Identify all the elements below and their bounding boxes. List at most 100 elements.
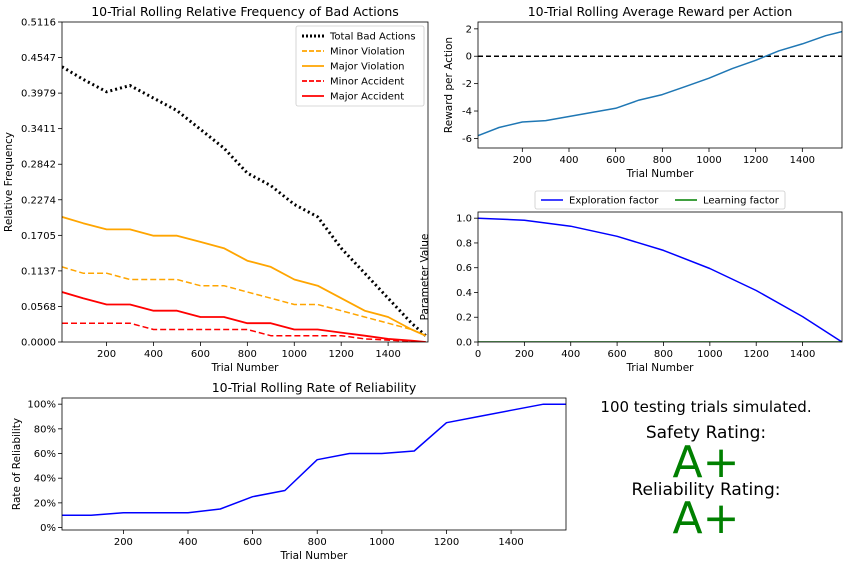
series-line-reward-0 xyxy=(478,30,842,137)
series-line-minor-violation xyxy=(62,266,427,337)
x-axis-label: Trial Number xyxy=(626,362,695,374)
plot-area xyxy=(478,22,842,148)
y-tick-label: 0.2 xyxy=(456,313,472,324)
x-tick-label: 600 xyxy=(243,537,262,548)
x-tick-label: 800 xyxy=(238,349,257,360)
legend: Exploration factor Learning factor xyxy=(534,190,786,210)
y-tick-label: -2 xyxy=(462,79,472,90)
x-tick-label: 800 xyxy=(654,349,673,360)
series-group xyxy=(62,403,566,516)
x-tick-label: 1200 xyxy=(328,349,353,360)
x-tick-label: 600 xyxy=(191,349,210,360)
y-tick-label: 20% xyxy=(34,498,56,509)
x-axis-label: Trial Number xyxy=(211,362,280,374)
series-group xyxy=(62,65,427,342)
x-tick-label: 200 xyxy=(114,537,133,548)
trials-simulated-text: 100 testing trials simulated. xyxy=(600,398,812,416)
x-tick-label: 200 xyxy=(97,349,116,360)
chart-title: 10-Trial Rolling Relative Frequency of B… xyxy=(91,4,399,19)
y-tick-label: 0.1137 xyxy=(21,266,56,277)
series-line-major-violation xyxy=(62,216,427,337)
x-tick-label: 1000 xyxy=(369,537,394,548)
legend-box xyxy=(534,190,786,210)
series-line-total-bad-actions xyxy=(62,65,427,337)
legend-label: Total Bad Actions xyxy=(329,32,416,43)
x-tick-label: 1000 xyxy=(696,155,721,166)
legend-label: Major Violation xyxy=(330,62,405,73)
y-axis-label: Rate of Reliability xyxy=(11,418,23,510)
x-tick-label: 400 xyxy=(178,537,197,548)
x-tick-label: 200 xyxy=(513,155,532,166)
plot-frame xyxy=(61,21,429,343)
series-line-exploration-factor xyxy=(478,217,842,342)
reliability-rating-label: Reliability Rating: xyxy=(631,480,781,500)
x-tick-label: 1000 xyxy=(697,349,722,360)
legend-label: Minor Accident xyxy=(330,77,404,88)
chart-title: 10-Trial Rolling Rate of Reliability xyxy=(212,380,417,395)
y-tick-label: 2 xyxy=(466,24,472,35)
y-tick-label: 0.2274 xyxy=(21,195,56,206)
chart-reliability: 10-Trial Rolling Rate of Reliability 200 4… xyxy=(11,380,567,562)
legend-box xyxy=(295,25,425,107)
safety-rating-grade: A+ xyxy=(672,437,740,488)
plot-area xyxy=(478,212,842,342)
y-tick-label: 0.3411 xyxy=(21,124,56,135)
y-tick-label: 0.5116 xyxy=(21,18,56,29)
safety-rating-label: Safety Rating: xyxy=(645,423,767,443)
x-tick-label: 1400 xyxy=(790,155,815,166)
y-axis-label: Parameter Value xyxy=(419,234,431,321)
y-tick-label: -4 xyxy=(462,107,472,118)
x-tick-label: 600 xyxy=(606,155,625,166)
x-tick-label: 1400 xyxy=(375,349,400,360)
y-tick-label: 0.0 xyxy=(456,338,472,349)
x-tick-label: 1200 xyxy=(434,537,459,548)
chart-reward: 10-Trial Rolling Average Reward per Acti… xyxy=(443,4,843,180)
y-tick-label: 0.2842 xyxy=(21,160,56,171)
legend-label: Minor Violation xyxy=(330,47,405,58)
legend-label: Learning factor xyxy=(703,196,780,207)
plot-frame xyxy=(477,21,843,149)
y-tick-label: 0.4547 xyxy=(21,53,56,64)
y-tick-label: 80% xyxy=(34,424,56,435)
series-line-reliability-0 xyxy=(62,403,566,516)
y-tick-label: 100% xyxy=(27,400,56,411)
x-tick-label: 800 xyxy=(653,155,672,166)
y-tick-label: 0.8 xyxy=(456,238,472,249)
x-tick-label: 200 xyxy=(515,349,534,360)
legend-label: Exploration factor xyxy=(569,196,659,207)
x-tick-label: 1400 xyxy=(498,537,523,548)
x-tick-label: 1400 xyxy=(790,349,815,360)
series-group xyxy=(478,217,842,342)
x-tick-label: 800 xyxy=(308,537,327,548)
x-axis-label: Trial Number xyxy=(280,550,349,562)
plot-area xyxy=(62,398,566,530)
y-tick-label: 0% xyxy=(40,523,56,534)
y-tick-label: 0.3979 xyxy=(21,89,56,100)
chart-title: 10-Trial Rolling Average Reward per Acti… xyxy=(528,4,793,19)
chart-bad-actions: 10-Trial Rolling Relative Frequency of B… xyxy=(3,4,429,374)
y-tick-label: 0.0000 xyxy=(21,338,56,349)
y-tick-label: -6 xyxy=(462,134,472,145)
y-tick-label: 60% xyxy=(34,449,56,460)
series-group xyxy=(478,30,842,137)
y-tick-label: 1.0 xyxy=(456,214,472,225)
y-tick-label: 0.1705 xyxy=(21,231,56,242)
x-axis-label: Trial Number xyxy=(626,168,695,180)
plot-frame xyxy=(477,211,843,343)
x-tick-label: 1000 xyxy=(282,349,307,360)
y-tick-label: 0.6 xyxy=(456,263,472,274)
y-tick-label: 40% xyxy=(34,474,56,485)
x-tick-label: 400 xyxy=(144,349,163,360)
series-line-major-accident xyxy=(62,291,426,342)
legend: Total Bad Actions Minor Violation Major Vi… xyxy=(295,25,425,107)
x-tick-label: 600 xyxy=(608,349,627,360)
x-tick-label: 400 xyxy=(561,349,580,360)
reliability-rating-grade: A+ xyxy=(672,493,740,544)
x-tick-label: 0 xyxy=(475,349,481,360)
x-tick-label: 400 xyxy=(559,155,578,166)
x-tick-label: 1200 xyxy=(743,349,768,360)
y-axis-label: Reward per Action xyxy=(443,37,455,133)
y-tick-label: 0.4 xyxy=(456,288,472,299)
y-axis-label: Relative Frequency xyxy=(3,132,15,232)
y-tick-label: 0.0568 xyxy=(21,302,56,313)
